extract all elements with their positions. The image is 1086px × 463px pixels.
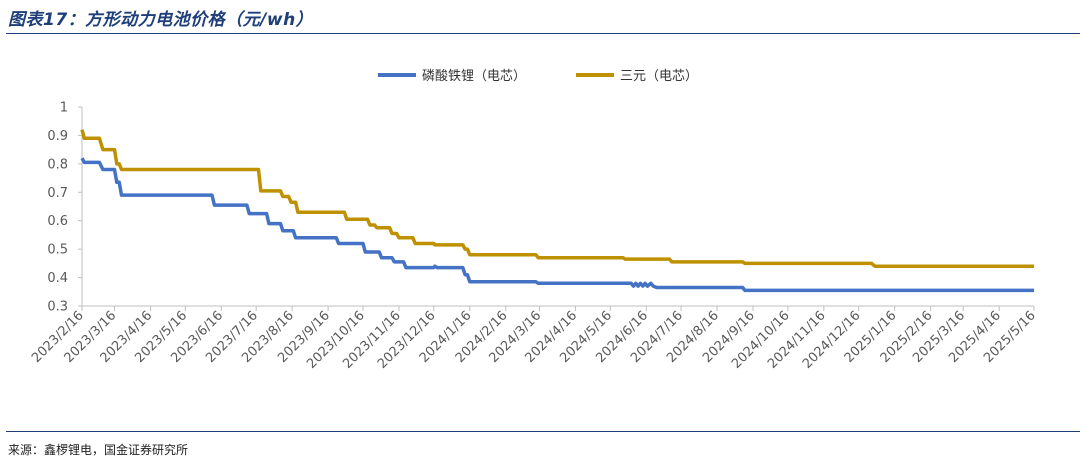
series-line-ternary <box>80 129 1034 268</box>
y-tick-label: 0.9 <box>47 129 68 144</box>
footer-divider <box>6 431 1080 432</box>
y-tick-label: 1 <box>60 101 68 116</box>
legend-label: 三元（电芯） <box>620 69 698 84</box>
y-tick-label: 0.5 <box>47 243 68 258</box>
legend-item-1: 磷酸铁锂（电芯） <box>378 69 526 84</box>
title-divider <box>6 33 1080 34</box>
legend-item-2: 三元（电芯） <box>576 69 698 84</box>
y-tick-label: 0.6 <box>47 214 68 229</box>
legend-label: 磷酸铁锂（电芯） <box>422 69 526 84</box>
figure-title: 图表17：方形动力电池价格（元/wh） <box>8 10 314 30</box>
chart-legend: 磷酸铁锂（电芯） 三元（电芯） <box>378 69 698 84</box>
series-line-lfp <box>80 157 1034 293</box>
x-axis: 2023/2/162023/3/162023/4/162023/5/162023… <box>29 305 1039 372</box>
series-layer <box>80 129 1034 293</box>
y-tick-label: 0.8 <box>47 157 68 172</box>
y-axis: 1 0.9 0.8 0.7 0.6 0.5 0.4 0.3 <box>47 101 83 315</box>
price-line-chart: 磷酸铁锂（电芯） 三元（电芯） 1 0.9 0.8 0.7 0.6 0.5 0.4 0.3 20… <box>29 69 1039 372</box>
y-tick-label: 0.3 <box>47 300 68 315</box>
y-tick-label: 0.7 <box>47 186 68 201</box>
source-note: 来源：鑫椤锂电，国金证券研究所 <box>8 443 189 457</box>
y-tick-label: 0.4 <box>47 271 68 286</box>
